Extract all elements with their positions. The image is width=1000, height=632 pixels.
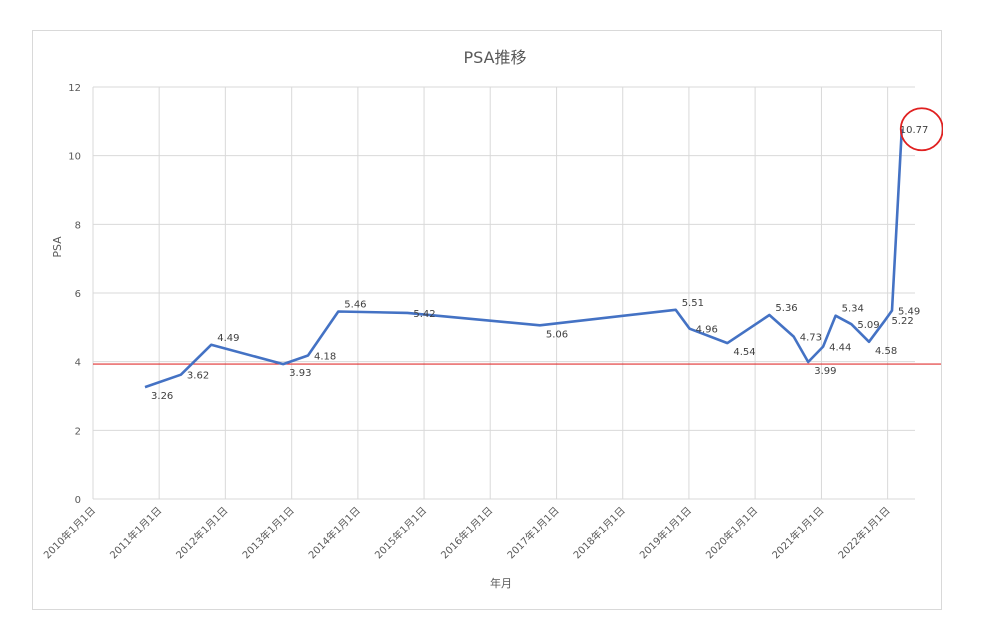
y-tick-label: 2 xyxy=(75,426,81,437)
x-tick-label: 2018年1月1日 xyxy=(570,504,627,561)
data-point xyxy=(883,317,888,322)
data-label: 5.49 xyxy=(898,307,920,318)
series-group xyxy=(143,129,904,390)
data-label: 4.54 xyxy=(733,347,755,358)
chart-title: PSA推移 xyxy=(463,48,526,67)
y-tick-labels: 0 2 4 6 8 10 12 xyxy=(68,83,81,506)
data-point xyxy=(336,309,341,314)
data-label: 5.46 xyxy=(344,300,366,311)
highlight-group xyxy=(899,107,943,152)
data-label: 3.62 xyxy=(187,371,209,382)
data-label: 5.51 xyxy=(682,298,704,309)
data-point xyxy=(209,342,214,347)
x-axis-title: 年月 xyxy=(490,576,512,590)
x-tick-label: 2019年1月1日 xyxy=(637,504,694,561)
data-label: 5.42 xyxy=(413,309,435,320)
data-point xyxy=(833,313,838,318)
data-label: 3.93 xyxy=(289,368,311,379)
x-tick-label: 2015年1月1日 xyxy=(372,504,429,561)
y-tick-label: 8 xyxy=(75,220,81,231)
data-label: 5.36 xyxy=(775,303,797,314)
x-tick-label: 2022年1月1日 xyxy=(835,504,892,561)
data-label: 3.26 xyxy=(151,391,173,402)
data-point xyxy=(821,344,826,349)
highlight-circle xyxy=(899,107,943,152)
y-tick-label: 4 xyxy=(75,358,81,369)
data-label: 10.77 xyxy=(900,125,929,136)
x-tick-label: 2020年1月1日 xyxy=(703,504,760,561)
y-axis-title: PSA xyxy=(51,236,64,258)
x-tick-label: 2017年1月1日 xyxy=(504,504,561,561)
data-label: 5.34 xyxy=(842,304,864,315)
data-point xyxy=(889,308,894,313)
data-label: 4.44 xyxy=(829,343,851,354)
data-point xyxy=(537,323,542,328)
data-label: 4.73 xyxy=(800,333,822,344)
data-point xyxy=(791,334,796,339)
x-tick-label: 2014年1月1日 xyxy=(306,504,363,561)
y-tick-label: 10 xyxy=(68,152,81,163)
psa-series-line xyxy=(144,129,904,389)
data-label: 4.49 xyxy=(217,333,239,344)
data-label: 5.09 xyxy=(857,320,879,331)
chart-frame: PSA推移 PSA 年月 0 2 4 6 8 10 12 2010年1月1日 2011年1月1… xyxy=(32,30,943,610)
data-label: 3.99 xyxy=(814,366,836,377)
x-tick-label: 2013年1月1日 xyxy=(239,504,296,561)
data-point xyxy=(849,322,854,327)
x-tick-label: 2012年1月1日 xyxy=(173,504,230,561)
data-label: 4.96 xyxy=(696,325,718,336)
data-point xyxy=(306,353,311,358)
y-tick-label: 6 xyxy=(75,289,81,300)
data-point xyxy=(673,307,678,312)
data-point xyxy=(866,339,871,344)
data-label: 4.18 xyxy=(314,351,336,362)
data-label: 5.22 xyxy=(891,316,913,327)
data-point xyxy=(143,385,148,390)
x-tick-labels: 2010年1月1日 2011年1月1日 2012年1月1日 2013年1月1日 2014… xyxy=(41,504,893,561)
y-tick-label: 0 xyxy=(75,495,81,506)
data-point xyxy=(725,341,730,346)
data-point xyxy=(281,362,286,367)
data-point xyxy=(178,372,183,377)
x-tick-label: 2021年1月1日 xyxy=(769,504,826,561)
data-label: 5.06 xyxy=(546,329,568,340)
psa-line-chart: PSA推移 PSA 年月 0 2 4 6 8 10 12 2010年1月1日 2011年1月1… xyxy=(41,48,943,590)
data-label: 4.58 xyxy=(875,346,897,357)
data-labels: 3.26 3.62 4.49 3.934.18 5.46 5.42 5.06 5.51 4.96… xyxy=(151,125,928,402)
x-tick-label: 2010年1月1日 xyxy=(41,504,98,561)
data-point xyxy=(405,310,410,315)
gridlines xyxy=(92,86,915,500)
x-tick-label: 2016年1月1日 xyxy=(438,504,495,561)
data-point xyxy=(767,312,772,317)
x-tick-label: 2011年1月1日 xyxy=(107,504,164,561)
y-tick-label: 12 xyxy=(68,83,81,94)
data-point xyxy=(687,326,692,331)
data-point xyxy=(806,360,811,365)
